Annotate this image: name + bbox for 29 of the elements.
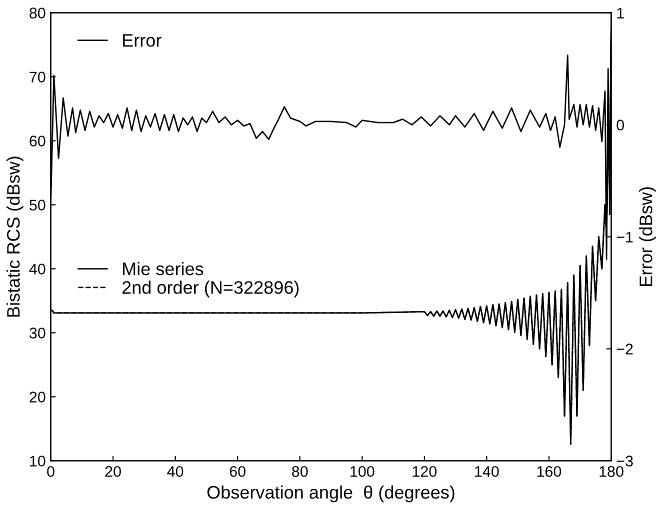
legend-label: 2nd order (N=322896) [122, 280, 299, 298]
legend-label: Error [123, 34, 162, 47]
x-tick-label: 160 [537, 466, 562, 477]
y-tick-label: 70 [30, 72, 46, 82]
y-tick-label: 30 [30, 328, 46, 338]
x-tick-label: 80 [292, 466, 308, 477]
legend-label: Mie series [123, 262, 204, 276]
x-axis-title: Observation angle θ (degrees) [207, 485, 454, 502]
y2-tick-label: 1 [617, 8, 624, 18]
y2-tick-label: −1 [616, 232, 633, 242]
x-tick-label: 120 [412, 466, 437, 477]
x-tick-label: 0 [47, 466, 54, 477]
y2-axis-title: Error (dBsw) [639, 187, 656, 286]
y2-tick-label: −3 [616, 456, 633, 466]
y-tick-label: 80 [30, 8, 46, 18]
x-tick-label: 60 [230, 466, 246, 477]
x-tick-label: 180 [600, 466, 624, 477]
y2-tick-label: −2 [616, 344, 633, 354]
x-tick-label: 140 [475, 466, 499, 477]
y-tick-label: 40 [29, 264, 46, 274]
x-tick-label: 40 [167, 466, 184, 477]
x-tick-label: 20 [105, 466, 121, 477]
x-tick-label: 100 [350, 466, 374, 477]
y-tick-label: 10 [30, 456, 46, 466]
y-tick-label: 60 [30, 136, 46, 146]
y-tick-label: 20 [30, 392, 46, 402]
y2-tick-label: 0 [616, 120, 624, 130]
y-tick-label: 50 [30, 200, 46, 210]
y-axis-title: Bistatic RCS (dBsw) [6, 156, 24, 317]
